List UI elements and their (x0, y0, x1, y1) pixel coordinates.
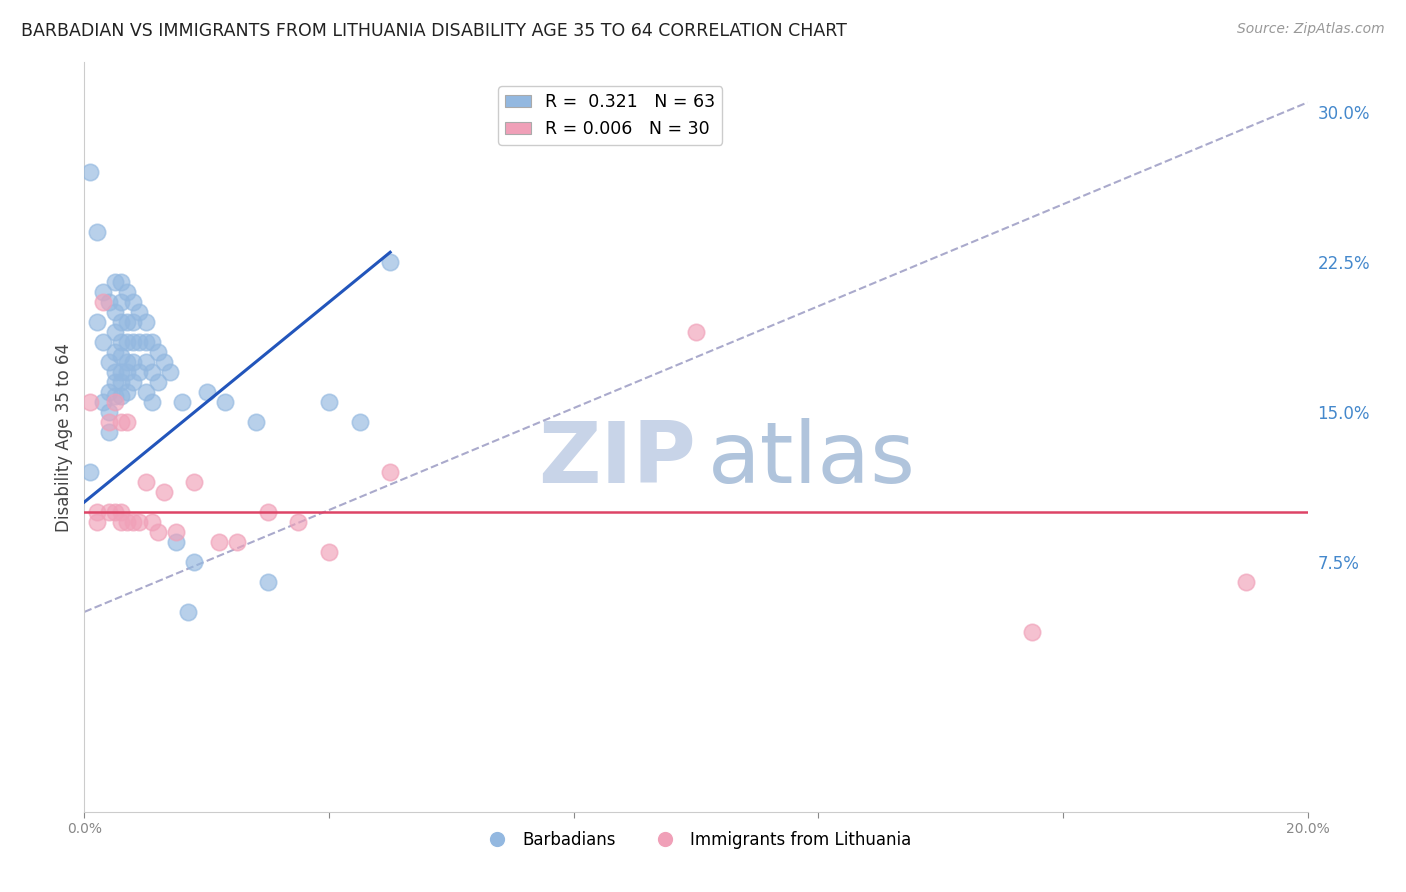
Point (104, 505, 127, 519)
Point (91, 395, 114, 409)
Point (104, 305, 127, 319)
Point (97, 385, 120, 400)
Point (146, 375, 169, 389)
Point (318, 545, 340, 559)
Point (208, 535, 231, 549)
Point (349, 415, 371, 429)
Point (128, 365, 150, 379)
Point (91, 295, 114, 310)
Point (146, 345, 169, 359)
Point (110, 389, 132, 403)
Point (104, 389, 127, 403)
Point (122, 355, 145, 369)
Point (122, 335, 145, 350)
Point (97, 405, 120, 419)
Point (1236, 574, 1258, 589)
Point (153, 355, 176, 369)
Point (86, 515, 108, 529)
Point (214, 395, 236, 409)
Point (135, 475, 157, 489)
Point (110, 275, 132, 289)
Point (79, 165, 101, 179)
Point (122, 315, 145, 329)
Point (257, 574, 280, 589)
Point (165, 524, 187, 539)
Point (104, 395, 127, 409)
Point (91, 285, 114, 300)
Point (685, 325, 707, 339)
Point (122, 515, 145, 529)
Point (115, 315, 138, 329)
Point (122, 295, 145, 310)
Point (195, 385, 218, 400)
Point (128, 305, 150, 319)
Point (135, 355, 157, 369)
Point (97, 415, 120, 429)
Point (110, 335, 132, 350)
Point (141, 365, 163, 379)
Point (257, 505, 280, 519)
Point (153, 485, 176, 500)
Point (318, 395, 340, 409)
Point (287, 515, 309, 529)
Point (141, 515, 163, 529)
Point (245, 415, 267, 429)
Point (110, 375, 132, 389)
Point (110, 365, 132, 379)
Point (135, 315, 157, 329)
Point (115, 415, 138, 429)
Point (146, 524, 169, 539)
Point (97, 505, 120, 519)
Point (141, 335, 163, 350)
Point (110, 505, 132, 519)
Point (110, 295, 132, 310)
Point (110, 415, 132, 429)
Point (86, 505, 108, 519)
Point (135, 385, 157, 400)
Y-axis label: Disability Age 35 to 64: Disability Age 35 to 64 (55, 343, 73, 532)
Point (115, 355, 138, 369)
Point (115, 335, 138, 350)
Text: Source: ZipAtlas.com: Source: ZipAtlas.com (1237, 22, 1385, 37)
Point (110, 349, 132, 363)
Point (104, 375, 127, 389)
Point (115, 515, 138, 529)
Point (104, 365, 127, 379)
Point (97, 355, 120, 369)
Point (115, 385, 138, 400)
Point (159, 365, 181, 379)
Point (122, 375, 145, 389)
Point (86, 225, 108, 239)
Point (110, 315, 132, 329)
Point (1021, 624, 1043, 639)
Legend: Barbadians, Immigrants from Lithuania: Barbadians, Immigrants from Lithuania (474, 824, 918, 855)
Point (141, 395, 163, 409)
Text: atlas: atlas (709, 418, 917, 501)
Point (177, 605, 200, 619)
Point (91, 335, 114, 350)
Point (115, 365, 138, 379)
Point (97, 295, 120, 310)
Point (79, 465, 101, 479)
Point (135, 335, 157, 350)
Point (183, 555, 205, 569)
Point (380, 255, 402, 269)
Point (104, 275, 127, 289)
Point (183, 475, 205, 489)
Point (172, 395, 194, 409)
Point (79, 395, 101, 409)
Text: ZIP: ZIP (538, 418, 696, 501)
Point (110, 515, 132, 529)
Point (104, 345, 127, 359)
Point (86, 315, 108, 329)
Point (226, 535, 249, 549)
Point (165, 535, 187, 549)
Point (115, 285, 138, 300)
Point (104, 325, 127, 339)
Point (128, 515, 150, 529)
Point (97, 425, 120, 439)
Point (128, 335, 150, 350)
Text: BARBADIAN VS IMMIGRANTS FROM LITHUANIA DISABILITY AGE 35 TO 64 CORRELATION CHART: BARBADIAN VS IMMIGRANTS FROM LITHUANIA D… (21, 22, 846, 40)
Point (380, 465, 402, 479)
